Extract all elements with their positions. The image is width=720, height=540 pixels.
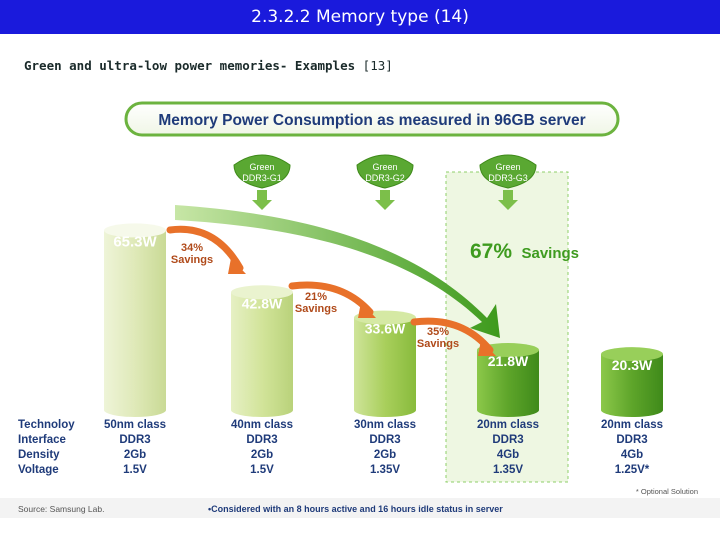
badge-line1: Green [372,162,397,172]
bar-bottom [354,403,416,417]
spec-cell: 2Gb [374,449,396,461]
badge-down-arrow [498,190,518,210]
bar-body [354,317,416,410]
bar-cylinder: 20.3W [601,347,663,417]
slide-subtitle: Green and ultra-low power memories- Exam… [24,58,393,73]
optional-note: * Optional Solution [636,487,698,496]
savings-arrow: 34%Savings [166,225,246,274]
savings-arrow: 35%Savings [410,317,496,356]
badge-line2: DDR3-G3 [488,173,528,183]
bar-value-label: 20.3W [612,357,653,373]
spec-cell: 30nm class [354,419,416,431]
badge-down-arrow [252,190,272,210]
spec-row-header: Interface [18,434,66,446]
bar-value-label: 42.8W [242,295,283,311]
spec-cell: 4Gb [621,449,643,461]
spec-cell: 2Gb [124,449,146,461]
savings-word: Savings [417,338,459,350]
spec-cell: DDR3 [492,434,523,446]
bar-value-label: 65.3W [113,233,157,250]
savings-percent: 34% [181,242,203,254]
savings-word: Savings [295,303,337,315]
arrow-head [228,258,246,274]
bar-cylinder: 42.8W [231,285,293,417]
spec-row-header: Density [18,449,60,461]
badge-down-arrow [375,190,395,210]
bar-top [104,223,166,238]
spec-cell: 20nm class [601,419,663,431]
bar-body [601,354,663,410]
spec-cell: 40nm class [231,419,293,431]
big-savings-pct: 67% [470,240,512,263]
badge-shape [479,154,537,189]
badge-shape [233,154,291,189]
spec-cell: 1.25V* [615,464,650,476]
arrow-shaft [166,225,244,272]
savings-arrow: 21%Savings [288,281,376,318]
bar-value-label: 21.8W [488,353,529,369]
big-savings-word: Savings [521,245,579,262]
bar-top [601,347,663,362]
spec-cell: DDR3 [246,434,277,446]
bar-bottom [104,403,166,417]
bar-cylinder: 21.8W [477,343,539,417]
badge-line2: DDR3-G1 [242,173,282,183]
footnote: •Considered with an 8 hours active and 1… [208,504,503,514]
spec-cell: DDR3 [369,434,400,446]
spec-cell: DDR3 [616,434,647,446]
arrow-head [478,340,496,356]
spec-row-header: Voltage [18,464,59,476]
savings-percent: 21% [305,291,327,303]
spec-cell: 1.5V [250,464,274,476]
spec-cell: 4Gb [497,449,519,461]
spec-cell: DDR3 [119,434,150,446]
spec-cell: 1.35V [370,464,400,476]
chart-title-pill [124,101,620,137]
bar-bottom [601,403,663,417]
big-savings-label: 67% Savings [470,240,579,263]
bar-body [477,350,539,410]
badge-line2: DDR3-G2 [365,173,405,183]
badge-line1: Green [249,162,274,172]
subtitle-text: Green and ultra-low power memories- Exam… [24,58,356,73]
footer-bar [0,498,720,518]
source-note: Source: Samsung Lab. [18,504,104,514]
slide-title: 2.3.2.2 Memory type (14) [0,0,720,34]
badge-line1: Green [495,162,520,172]
spec-cell: 1.35V [493,464,523,476]
spec-cell: 2Gb [251,449,273,461]
bar-bottom [477,403,539,417]
spec-cell: 50nm class [104,419,166,431]
badge-shape [356,154,414,189]
bar-body [104,230,166,410]
chart-title: Memory Power Consumption as measured in … [158,112,585,129]
arrow-head [358,302,376,318]
spec-cell: 1.5V [123,464,147,476]
savings-word: Savings [171,254,213,266]
big-savings-arrow [175,205,500,338]
spec-cell: 20nm class [477,419,539,431]
savings-percent: 35% [427,326,449,338]
bar-bottom [231,403,293,417]
bar-top [231,285,293,300]
subtitle-reference: [13] [362,58,393,73]
bar-cylinder: 65.3W [104,223,166,417]
bar-cylinder: 33.6W [354,310,416,417]
bar-body [231,292,293,410]
bar-value-label: 33.6W [365,321,406,337]
spec-row-header: Technoloy [18,419,75,431]
